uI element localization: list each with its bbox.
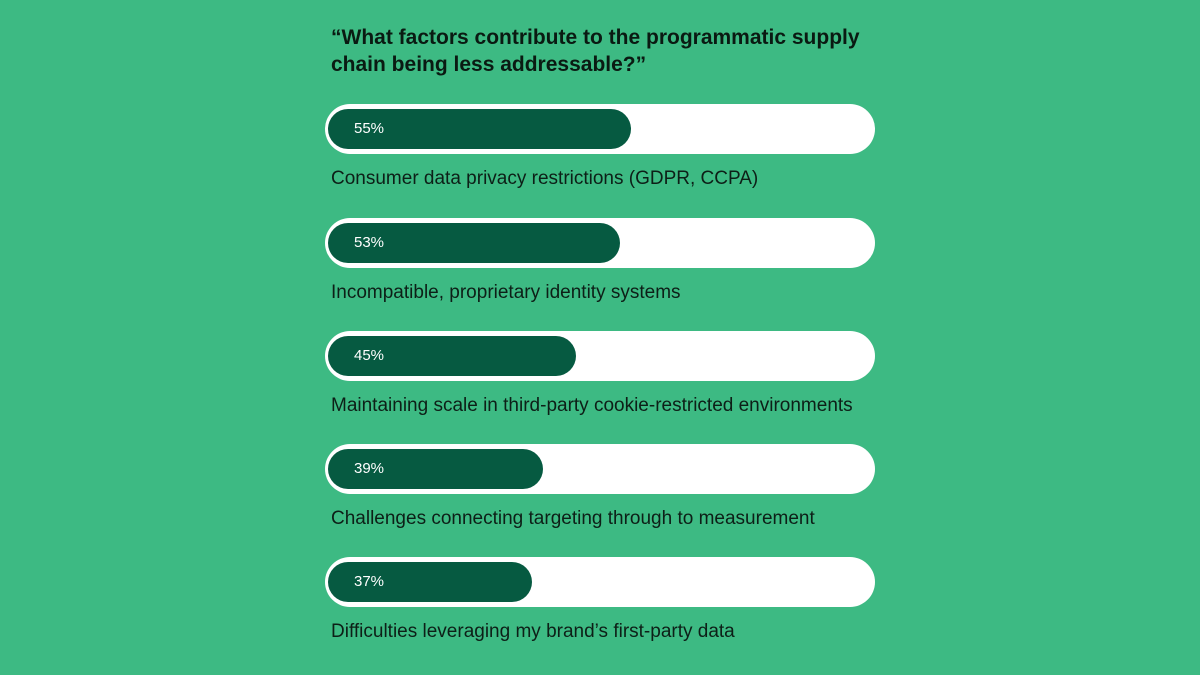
bar — [328, 336, 576, 376]
bar — [328, 449, 543, 489]
data-label: 45% — [354, 347, 385, 364]
category-label: Difficulties leveraging my brand’s first… — [331, 621, 735, 642]
bar — [328, 109, 631, 149]
category-label: Challenges connecting targeting through … — [331, 508, 815, 529]
category-label: Consumer data privacy restrictions (GDPR… — [331, 168, 759, 189]
category-label: Maintaining scale in third-party cookie-… — [331, 395, 853, 416]
category-label: Incompatible, proprietary identity syste… — [331, 282, 681, 303]
chart-title: “What factors contribute to the programm… — [331, 26, 860, 76]
data-label: 55% — [354, 120, 385, 137]
data-label: 37% — [354, 573, 385, 590]
bar — [328, 223, 620, 263]
data-label: 39% — [354, 460, 385, 477]
data-label: 53% — [354, 234, 385, 251]
bar — [328, 562, 532, 602]
